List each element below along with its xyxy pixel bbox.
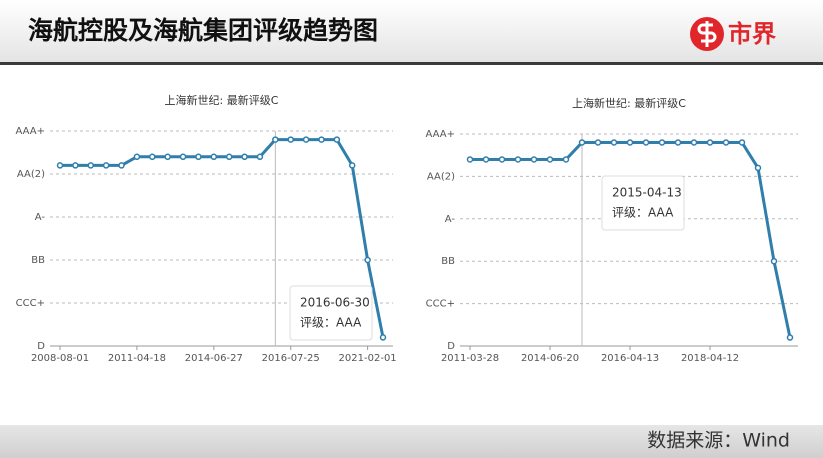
- point: [225, 153, 233, 161]
- point: [348, 162, 356, 169]
- point: [149, 153, 156, 161]
- page-title: 海航控股及海航集团评级趋势图: [28, 16, 378, 45]
- point: [786, 334, 794, 341]
- point: [256, 153, 264, 161]
- chart-title: 上海新世纪: 最新评级C: [572, 96, 686, 110]
- footer-band: [0, 425, 823, 458]
- y-tick-label: CCC+: [16, 298, 45, 309]
- line: [60, 138, 385, 338]
- point: [364, 256, 371, 264]
- tooltip-text: 评级：AAA: [612, 206, 674, 220]
- x-tick-label: 2011-03-28: [441, 353, 499, 364]
- point: [754, 164, 762, 172]
- point: [530, 156, 538, 163]
- tooltip: 2016-06-30 评级：AAA: [289, 285, 373, 341]
- point: [133, 153, 141, 161]
- header-band: [0, 0, 823, 62]
- point: [674, 139, 682, 146]
- point: [594, 139, 602, 146]
- point: [466, 156, 474, 163]
- point: [318, 136, 325, 143]
- y-tick-label: A-: [445, 214, 456, 225]
- y-tick-label: AAA+: [426, 129, 455, 140]
- logo: 市界: [690, 17, 776, 51]
- point: [164, 153, 171, 161]
- point: [690, 139, 698, 146]
- y-tick-label: D: [37, 341, 45, 352]
- point: [642, 139, 650, 146]
- point: [195, 153, 202, 161]
- x-tick-label: 2016-07-25: [262, 353, 320, 364]
- tooltip-box: [601, 175, 685, 231]
- x-tick-label: 2008-08-01: [31, 353, 89, 364]
- point: [578, 139, 586, 146]
- point: [706, 139, 714, 146]
- point: [87, 162, 95, 169]
- point: [546, 156, 554, 163]
- y-tick-label: A-: [35, 212, 46, 223]
- logo-text: 市界: [728, 20, 776, 48]
- y-tick-label: D: [447, 341, 455, 352]
- point: [179, 153, 187, 161]
- point: [610, 139, 618, 146]
- tooltip-title: 2016-06-30: [300, 296, 370, 310]
- point: [102, 162, 110, 169]
- y-tick-label: AA(2): [427, 171, 455, 182]
- point: [272, 136, 279, 143]
- source: 数据来源：Wind: [647, 430, 790, 452]
- point: [626, 139, 634, 146]
- point: [241, 153, 248, 161]
- y-tick-label: AAA+: [16, 126, 45, 137]
- point: [738, 139, 746, 146]
- point: [722, 139, 730, 146]
- x-tick-label: 2021-02-01: [339, 353, 397, 364]
- logo-glyph: [697, 21, 717, 47]
- tooltip-text: 评级：AAA: [300, 316, 362, 330]
- x-tick-label: 2014-06-20: [521, 353, 579, 364]
- point: [333, 136, 341, 143]
- chart-title: 上海新世纪: 最新评级C: [165, 93, 279, 107]
- x-tick-label: 2016-04-13: [601, 353, 659, 364]
- point: [287, 136, 294, 143]
- point: [56, 162, 64, 169]
- point: [498, 156, 506, 163]
- point: [482, 156, 490, 163]
- point: [302, 136, 310, 143]
- point: [72, 162, 79, 169]
- tooltip-title: 2015-04-13: [612, 186, 682, 200]
- x-tick-label: 2018-04-12: [681, 353, 739, 364]
- x-tick-label: 2011-04-18: [108, 353, 166, 364]
- point: [514, 156, 522, 163]
- y-tick-label: AA(2): [17, 169, 45, 180]
- x-tick-label: 2014-06-27: [185, 353, 243, 364]
- tooltip-box: [289, 285, 373, 341]
- y-tick-label: BB: [441, 256, 455, 267]
- point: [379, 334, 387, 341]
- point: [210, 153, 218, 161]
- tooltip: 2015-04-13 评级：AAA: [601, 175, 685, 231]
- y-tick-label: BB: [31, 255, 45, 266]
- y-tick-label: CCC+: [426, 299, 455, 310]
- point: [118, 162, 125, 169]
- header-rule: [0, 62, 823, 65]
- point: [562, 156, 570, 163]
- point: [770, 257, 778, 265]
- point: [658, 139, 666, 146]
